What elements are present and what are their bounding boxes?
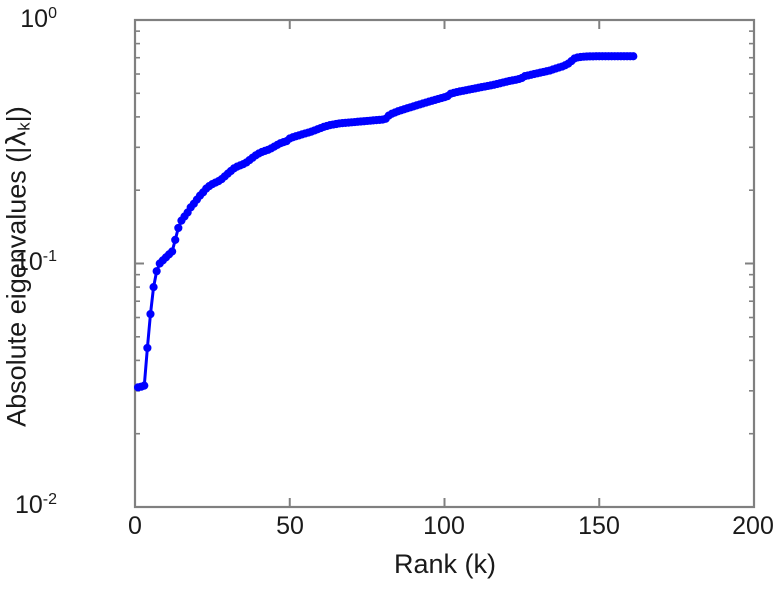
- y-tick-label-1e-2: 10-2: [14, 491, 57, 519]
- axes-frame: [133, 18, 756, 509]
- x-tick-label-50: 50: [276, 512, 304, 540]
- y-tick-label-1e0: 100: [20, 5, 57, 33]
- data-series-absolute-eigenvalues: [133, 52, 638, 392]
- axis-ticks: [134, 19, 755, 508]
- x-tick-label-200: 200: [732, 512, 774, 540]
- x-tick-label-0: 0: [128, 512, 142, 540]
- x-tick-label-150: 150: [578, 512, 620, 540]
- x-axis-label: Rank (k): [393, 549, 496, 579]
- x-tick-label-100: 100: [423, 512, 465, 540]
- y-tick-label-1e-1: 10-1: [14, 248, 57, 276]
